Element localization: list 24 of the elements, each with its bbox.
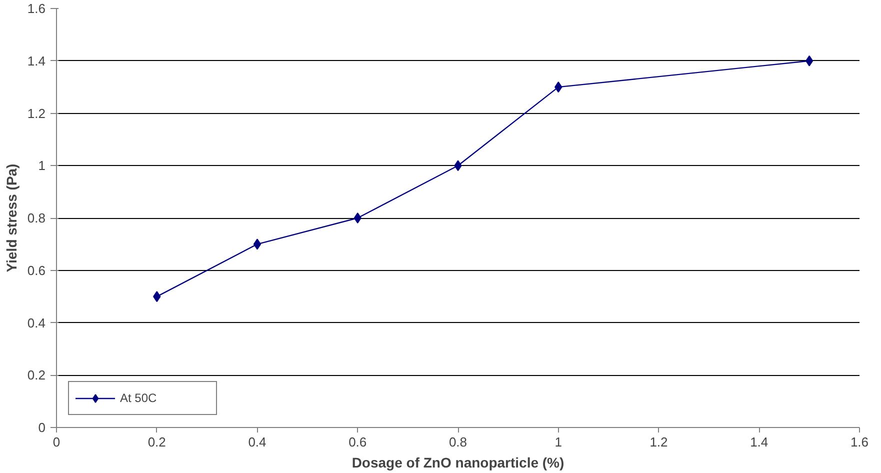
x-tick-label: 1.4 — [750, 434, 768, 450]
x-tick-label: 1.2 — [650, 434, 668, 450]
x-tick-label: 0.6 — [348, 434, 367, 450]
x-tick-label: 0.8 — [448, 434, 468, 450]
y-axis-title: Yield stress (Pa) — [3, 164, 20, 272]
x-tick-label: 0 — [52, 434, 60, 450]
y-tick-label: 0.8 — [27, 210, 46, 226]
x-tick-label: 0.2 — [148, 434, 166, 450]
x-axis-title: Dosage of ZnO nanoparticle (%) — [352, 454, 564, 470]
y-tick-label: 1.6 — [27, 1, 46, 16]
point — [354, 212, 362, 224]
y-tick-label: 0.2 — [27, 368, 46, 383]
x-tick-label: 1.6 — [850, 434, 869, 450]
y-tick-label: 0.6 — [27, 262, 46, 278]
y-tick-label: 0 — [38, 420, 46, 435]
y-tick-label: 1.4 — [27, 53, 46, 68]
point — [253, 238, 262, 250]
y-tick-label: 1.2 — [27, 106, 46, 121]
x-tick-label: 0.4 — [248, 434, 266, 450]
point — [805, 55, 814, 66]
legend-label: At 50C — [120, 391, 158, 405]
y-tick-label: 0.4 — [27, 315, 46, 330]
y-tick-label: 1 — [38, 158, 46, 174]
x-tick-label: 1 — [554, 434, 562, 450]
